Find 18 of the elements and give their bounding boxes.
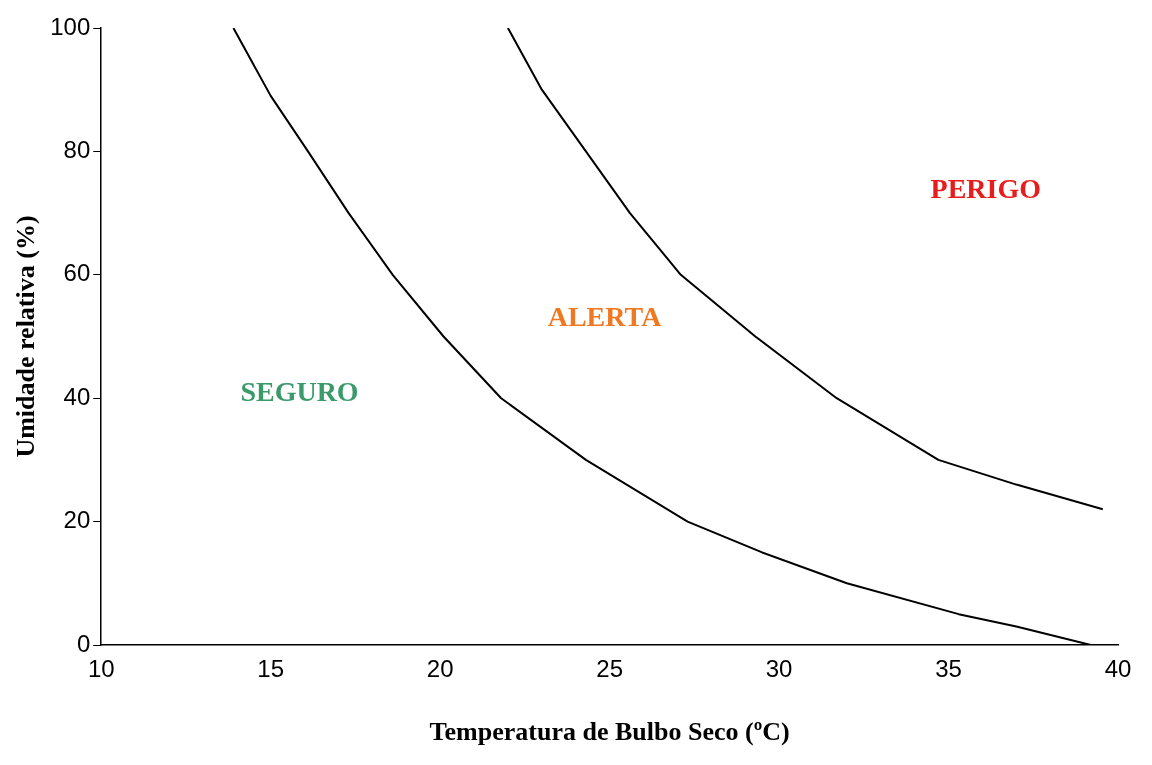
y-tick-label: 80 xyxy=(63,136,91,164)
x-axis-title: Temperatura de Bulbo Seco (ºC) xyxy=(429,717,790,747)
x-tick-label: 35 xyxy=(935,655,962,683)
x-tick-label: 25 xyxy=(596,655,623,683)
y-axis-title: Umidade relativa (%) xyxy=(11,215,41,458)
x-tick-label: 15 xyxy=(257,655,285,683)
y-tick-label: 60 xyxy=(63,259,91,287)
x-tick-label: 30 xyxy=(765,655,793,683)
y-tick-label: 0 xyxy=(76,629,91,657)
y-tick-label: 40 xyxy=(63,382,91,410)
x-tick-label: 40 xyxy=(1104,655,1132,683)
annotation: SEGURO xyxy=(240,376,359,408)
x-tick-label: 10 xyxy=(87,655,115,683)
y-tick-label: 100 xyxy=(50,12,91,40)
annotation: ALERTA xyxy=(547,300,663,332)
annotation: PERIGO xyxy=(930,172,1042,204)
y-tick-label: 20 xyxy=(63,506,91,534)
x-tick-label: 20 xyxy=(426,655,454,683)
